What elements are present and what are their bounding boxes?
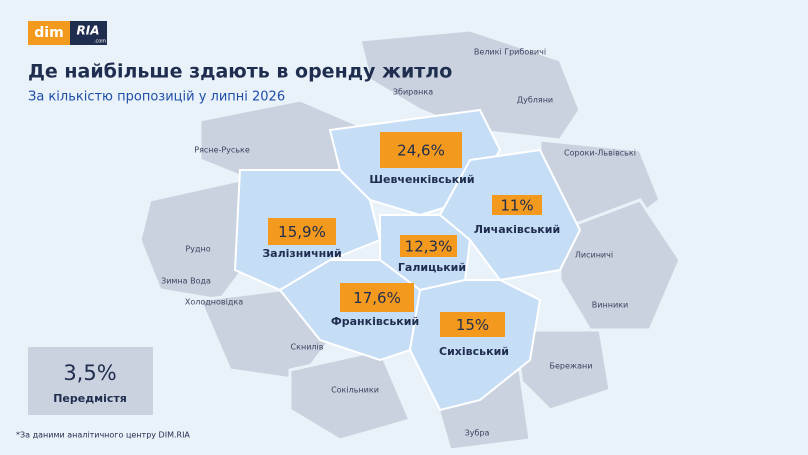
district-value-box [440,312,505,337]
district-value-box [340,283,414,312]
suburb-name: Зубра [465,429,490,438]
suburb-name: Винники [592,301,628,310]
suburb-name: Холодновідка [185,298,243,307]
logo-right: RIA [77,24,100,38]
logo-left: dim [34,25,63,41]
district-value: 17,6% [353,289,401,307]
district-value: 24,6% [397,142,445,160]
district-value: 15% [456,316,489,334]
outskirts-value: 3,5% [63,361,116,385]
district-name: Франківський [331,315,419,328]
district-name: Сихівський [439,345,509,358]
suburb-name: Збиранка [393,88,433,97]
suburb-name: Рясне-Руське [194,146,250,155]
logo-left-box [28,21,70,45]
district-value-box [268,218,336,245]
district-value: 15,9% [278,223,326,241]
district-name: Личаківський [474,223,560,236]
district-value-box [400,235,457,257]
suburb-name: Сокільники [331,386,379,395]
district-value: 11% [500,197,533,215]
suburb-name: Бережани [550,362,593,371]
subtitle: За кількістю пропозицій у липні 2026 [28,90,285,105]
suburb-name: Дубляни [517,96,553,105]
suburb-name: Рудно [185,245,210,254]
suburb-name: Сороки-Львівські [564,149,636,158]
suburb-name: Лисиничі [575,251,613,260]
district-value-box [492,195,542,215]
suburb-name: Зимна Вода [161,277,211,286]
outskirts-name: Передмістя [53,392,127,405]
district-name: Шевченківський [369,173,474,186]
district-value: 12,3% [405,238,453,256]
district-name: Залізничний [262,247,341,260]
district-name: Галицький [398,261,466,274]
logo-sub: .com [94,39,106,45]
district-value-box [380,132,462,168]
logo-right-box [70,21,107,45]
outskirts-box [28,347,153,415]
suburb-name: Скнилів [291,343,324,352]
footnote: *За даними аналітичного центру DIM.RIA [16,431,190,440]
suburb-name: Великі Грибовичі [474,48,546,57]
title: Де найбільше здають в оренду житло [28,61,452,83]
